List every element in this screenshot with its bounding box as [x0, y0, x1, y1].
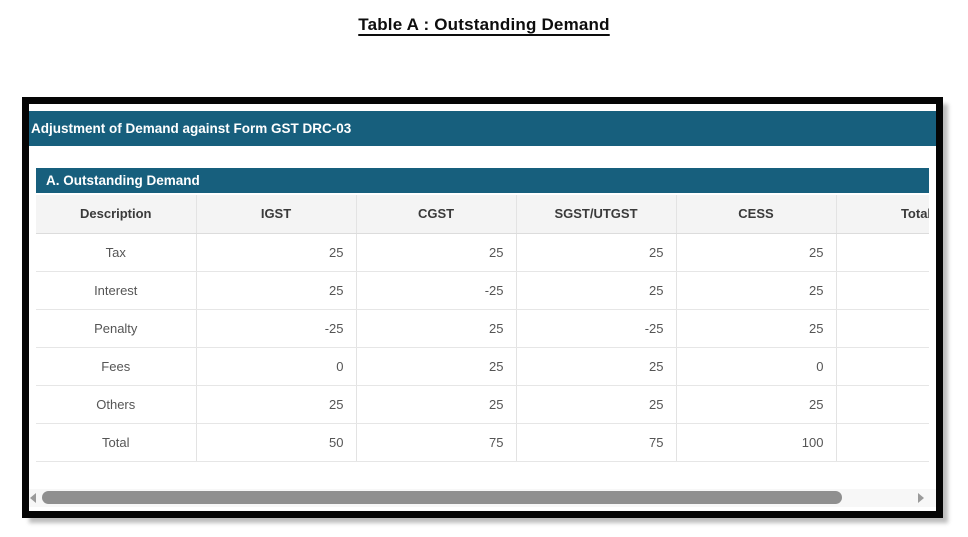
scroll-left-icon[interactable]: [30, 493, 36, 503]
cell-total: [836, 385, 929, 424]
cell-igst: 0: [196, 347, 357, 386]
demand-panel: Adjustment of Demand against Form GST DR…: [22, 97, 943, 518]
column-header-sgst-utgst: SGST/UTGST: [516, 195, 677, 234]
cell-sgst: 25: [516, 271, 677, 310]
cell-cgst: -25: [356, 271, 517, 310]
table-header-row: Description IGST CGST SGST/UTGST CESS To…: [36, 195, 929, 234]
cell-total: [836, 271, 929, 310]
cell-total: [836, 423, 929, 462]
cell-cgst: 25: [356, 347, 517, 386]
cell-sgst: 75: [516, 423, 677, 462]
cell-igst: -25: [196, 309, 357, 348]
cell-cess: 0: [676, 347, 837, 386]
cell-igst: 25: [196, 233, 357, 272]
cell-igst: 50: [196, 423, 357, 462]
table-row-others: Others 25 25 25 25: [36, 385, 929, 424]
section-header-bar: A. Outstanding Demand: [36, 168, 929, 193]
cell-cess: 25: [676, 309, 837, 348]
cell-cess: 25: [676, 271, 837, 310]
cell-cgst: 25: [356, 385, 517, 424]
page-title: Table A : Outstanding Demand: [358, 15, 610, 34]
column-header-igst: IGST: [196, 195, 357, 234]
column-header-cess: CESS: [676, 195, 837, 234]
cell-description: Interest: [36, 271, 197, 310]
cell-description: Tax: [36, 233, 197, 272]
horizontal-scrollbar[interactable]: [29, 489, 936, 507]
outstanding-demand-section: A. Outstanding Demand Description IGST C…: [36, 168, 929, 462]
panel-header-bar: Adjustment of Demand against Form GST DR…: [29, 111, 936, 146]
column-header-total: Total: [836, 195, 929, 234]
table-row-fees: Fees 0 25 25 0: [36, 347, 929, 386]
cell-sgst: 25: [516, 385, 677, 424]
outstanding-demand-table: Description IGST CGST SGST/UTGST CESS To…: [36, 195, 929, 462]
cell-sgst: 25: [516, 347, 677, 386]
cell-cess: 100: [676, 423, 837, 462]
cell-total: [836, 309, 929, 348]
table-row-total: Total 50 75 75 100: [36, 423, 929, 462]
cell-igst: 25: [196, 271, 357, 310]
cell-cgst: 25: [356, 309, 517, 348]
cell-total: [836, 233, 929, 272]
panel-header-text: Adjustment of Demand against Form GST DR…: [31, 121, 352, 136]
scroll-right-icon[interactable]: [918, 493, 924, 503]
cell-cgst: 75: [356, 423, 517, 462]
cell-description: Others: [36, 385, 197, 424]
section-title: A. Outstanding Demand: [46, 173, 200, 188]
cell-sgst: 25: [516, 233, 677, 272]
table-row-tax: Tax 25 25 25 25: [36, 233, 929, 272]
cell-description: Total: [36, 423, 197, 462]
column-header-description: Description: [36, 195, 197, 234]
table-scroll-viewport[interactable]: Description IGST CGST SGST/UTGST CESS To…: [36, 195, 929, 462]
cell-sgst: -25: [516, 309, 677, 348]
scrollbar-thumb[interactable]: [42, 491, 842, 504]
cell-description: Fees: [36, 347, 197, 386]
cell-cess: 25: [676, 233, 837, 272]
table-row-interest: Interest 25 -25 25 25: [36, 271, 929, 310]
table-row-penalty: Penalty -25 25 -25 25: [36, 309, 929, 348]
cell-total: [836, 347, 929, 386]
cell-cess: 25: [676, 385, 837, 424]
cell-cgst: 25: [356, 233, 517, 272]
column-header-cgst: CGST: [356, 195, 517, 234]
cell-description: Penalty: [36, 309, 197, 348]
cell-igst: 25: [196, 385, 357, 424]
